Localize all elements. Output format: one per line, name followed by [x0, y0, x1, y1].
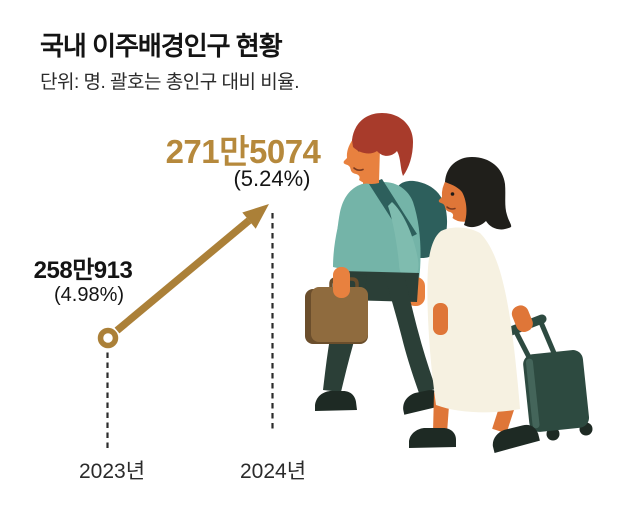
woman-front-shoe	[409, 428, 456, 448]
man-back-leg	[384, 273, 436, 393]
suitcase-edge-highlight	[525, 358, 540, 429]
value-label-2023: 258만913	[33, 257, 133, 284]
percent-label-2023: (4.98%)	[53, 284, 125, 306]
trend-arrow-head	[242, 204, 269, 229]
suitcase	[506, 314, 593, 441]
man-mouth	[353, 167, 364, 172]
axis-label-2023: 2023년	[78, 460, 146, 483]
travelers-illustration	[305, 113, 593, 453]
woman-eye	[450, 192, 455, 196]
woman-back-sleeve	[478, 252, 506, 304]
woman-back-shoe	[492, 424, 540, 453]
man-front-hand	[333, 267, 350, 298]
page-title: 국내 이주배경인구 현황	[40, 31, 283, 61]
woman-back-hand	[511, 305, 533, 333]
man-front-shoe	[315, 391, 357, 411]
page-subtitle: 단위: 명. 괄호는 총인구 대비 비율.	[40, 72, 299, 93]
woman-mouth	[446, 206, 456, 210]
axis-label-2024: 2024년	[239, 460, 307, 483]
woman-hair	[445, 157, 512, 230]
man-back-sleeve	[388, 202, 419, 280]
woman-front-hand	[433, 303, 448, 335]
briefcase	[311, 287, 368, 342]
woman-traveler	[409, 157, 593, 453]
man-traveler	[305, 113, 448, 415]
woman-dress	[427, 227, 520, 413]
suitcase-rod-2	[537, 319, 557, 354]
suitcase-body	[523, 350, 590, 432]
value-label-2024: 271만5074	[165, 133, 321, 170]
man-hair	[352, 113, 413, 176]
trend-arrow-shaft	[114, 217, 252, 334]
man-front-sleeve	[333, 200, 359, 271]
trend-annotation	[97, 204, 274, 448]
percent-label-2024: (5.24%)	[233, 166, 311, 191]
start-point-marker	[97, 327, 119, 349]
